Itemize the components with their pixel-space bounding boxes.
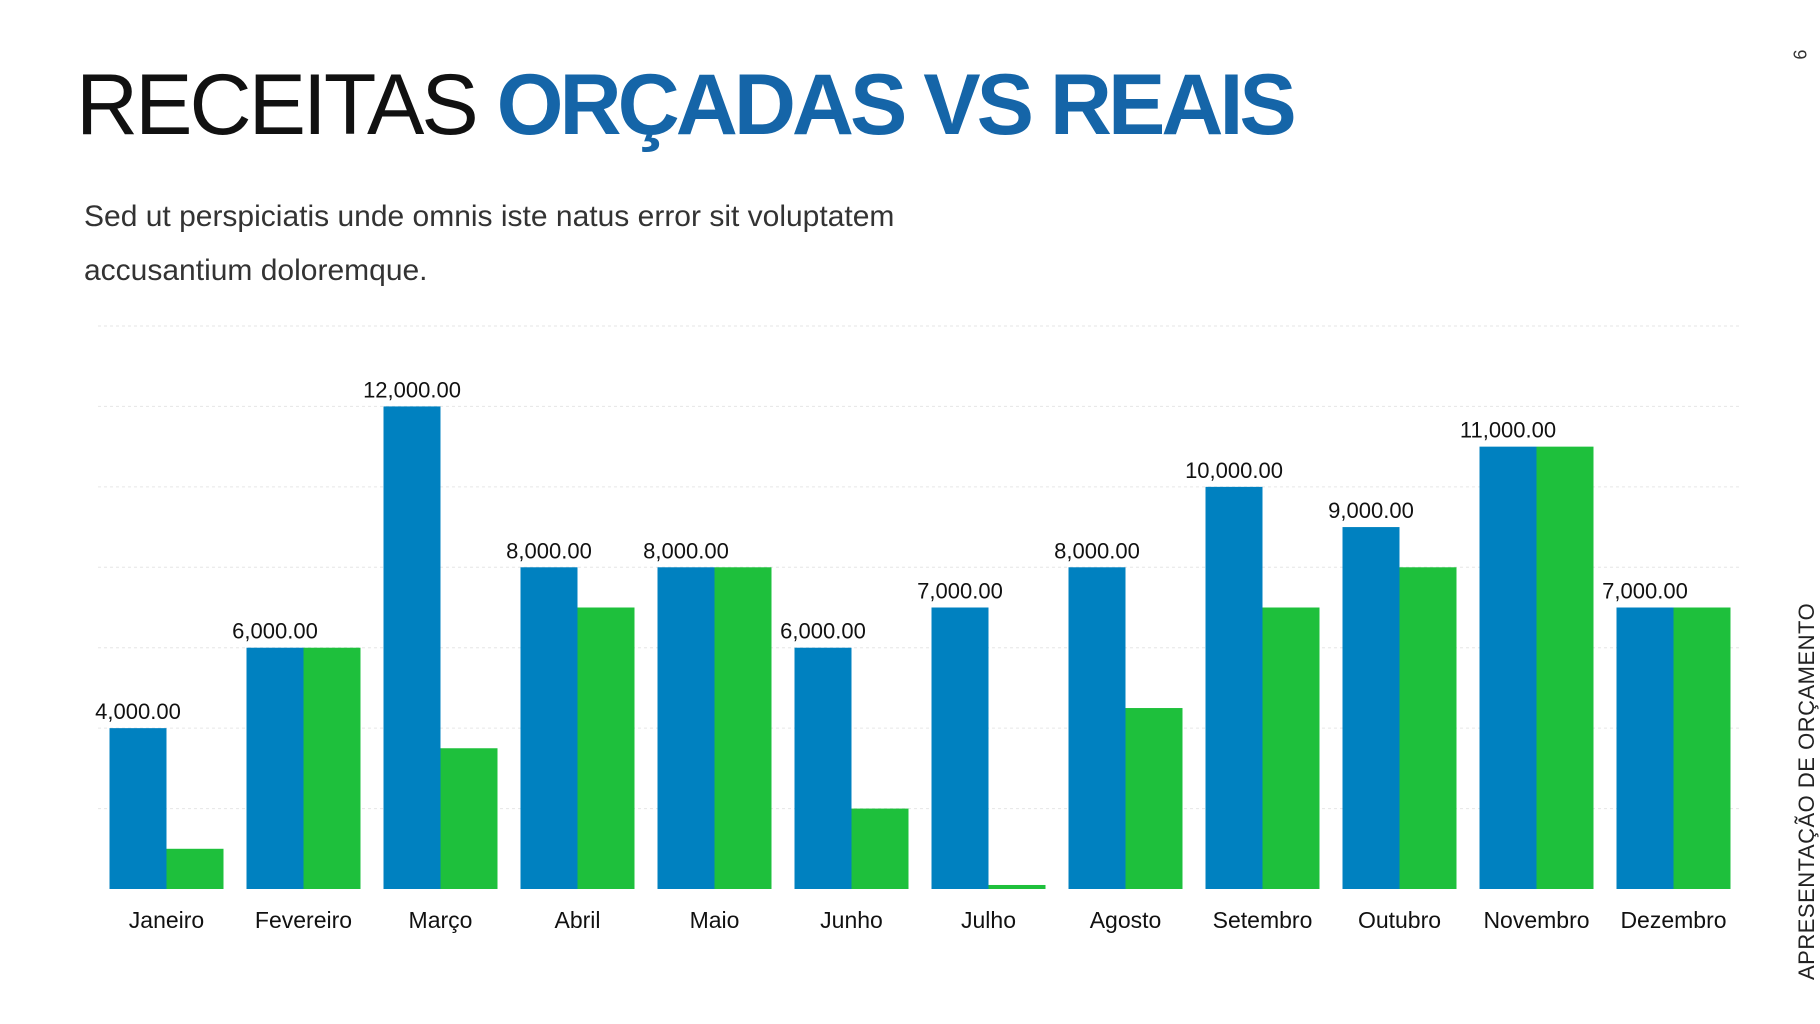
budget-bar: [520, 567, 578, 889]
actual-bar: [988, 884, 1046, 889]
data-label: 8,000.00: [1054, 538, 1140, 563]
x-tick-label: Abril: [554, 907, 600, 933]
data-labels: 4,000.00 6,000.00 12,000.00 8,000.00 8,000.0…: [95, 377, 1688, 724]
x-tick-label: Junho: [820, 907, 883, 933]
budget-bar: [1205, 486, 1263, 889]
data-label: 6,000.00: [232, 619, 318, 644]
data-label: 6,000.00: [780, 619, 866, 644]
actual-bar: [1125, 708, 1183, 889]
gridlines: [98, 325, 1742, 810]
x-tick-label: Março: [409, 907, 473, 933]
actual-bar: [851, 808, 909, 889]
x-tick-label: Agosto: [1090, 907, 1162, 933]
actual-bar: [714, 567, 772, 889]
slide-subtitle: Sed ut perspiciatis unde omnis iste natu…: [84, 200, 895, 287]
x-tick-label: Novembro: [1483, 907, 1589, 933]
budget-bar: [931, 607, 989, 889]
budget-bar: [657, 567, 715, 889]
budget-bar: [794, 647, 852, 889]
data-label: 8,000.00: [506, 538, 592, 563]
x-tick-label: Julho: [961, 907, 1016, 933]
x-tick-label: Fevereiro: [255, 907, 352, 933]
x-tick-label: Dezembro: [1620, 907, 1726, 933]
budget-bar: [1068, 567, 1126, 889]
data-label: 8,000.00: [643, 538, 729, 563]
budget-bar: [109, 728, 167, 889]
title-light-part: RECEITAS: [76, 57, 497, 153]
actual-bar: [1399, 567, 1457, 889]
data-label: 11,000.00: [1460, 418, 1556, 443]
budget-bar: [246, 647, 304, 889]
data-label: 10,000.00: [1185, 458, 1283, 483]
budget-bar: [1342, 527, 1400, 889]
budget-bar: [1616, 607, 1674, 889]
actual-bar: [577, 607, 635, 889]
x-tick-label: Maio: [690, 907, 740, 933]
title-bold-part: ORÇADAS VS REAIS: [496, 57, 1297, 153]
data-label: 7,000.00: [917, 579, 1003, 604]
data-label: 9,000.00: [1328, 498, 1414, 523]
actual-bar: [303, 647, 361, 889]
budget-bar: [383, 406, 441, 889]
slide-title: RECEITAS ORÇADAS VS REAIS: [76, 62, 1297, 148]
budget-bar: [1479, 446, 1537, 889]
actual-bar: [1262, 607, 1320, 889]
data-label: 12,000.00: [363, 377, 461, 402]
bars: [109, 406, 1731, 889]
actual-bar: [440, 748, 498, 889]
x-tick-label: Outubro: [1358, 907, 1441, 933]
data-label: 7,000.00: [1602, 579, 1688, 604]
x-axis-tick-labels: Janeiro Fevereiro Março Abril Maio Junho Julho…: [129, 907, 1727, 933]
actual-bar: [1536, 446, 1594, 889]
x-tick-label: Janeiro: [129, 907, 204, 933]
actual-bar: [166, 848, 224, 889]
data-label: 4,000.00: [95, 699, 181, 724]
actual-bar: [1673, 607, 1731, 889]
x-tick-label: Setembro: [1213, 907, 1313, 933]
